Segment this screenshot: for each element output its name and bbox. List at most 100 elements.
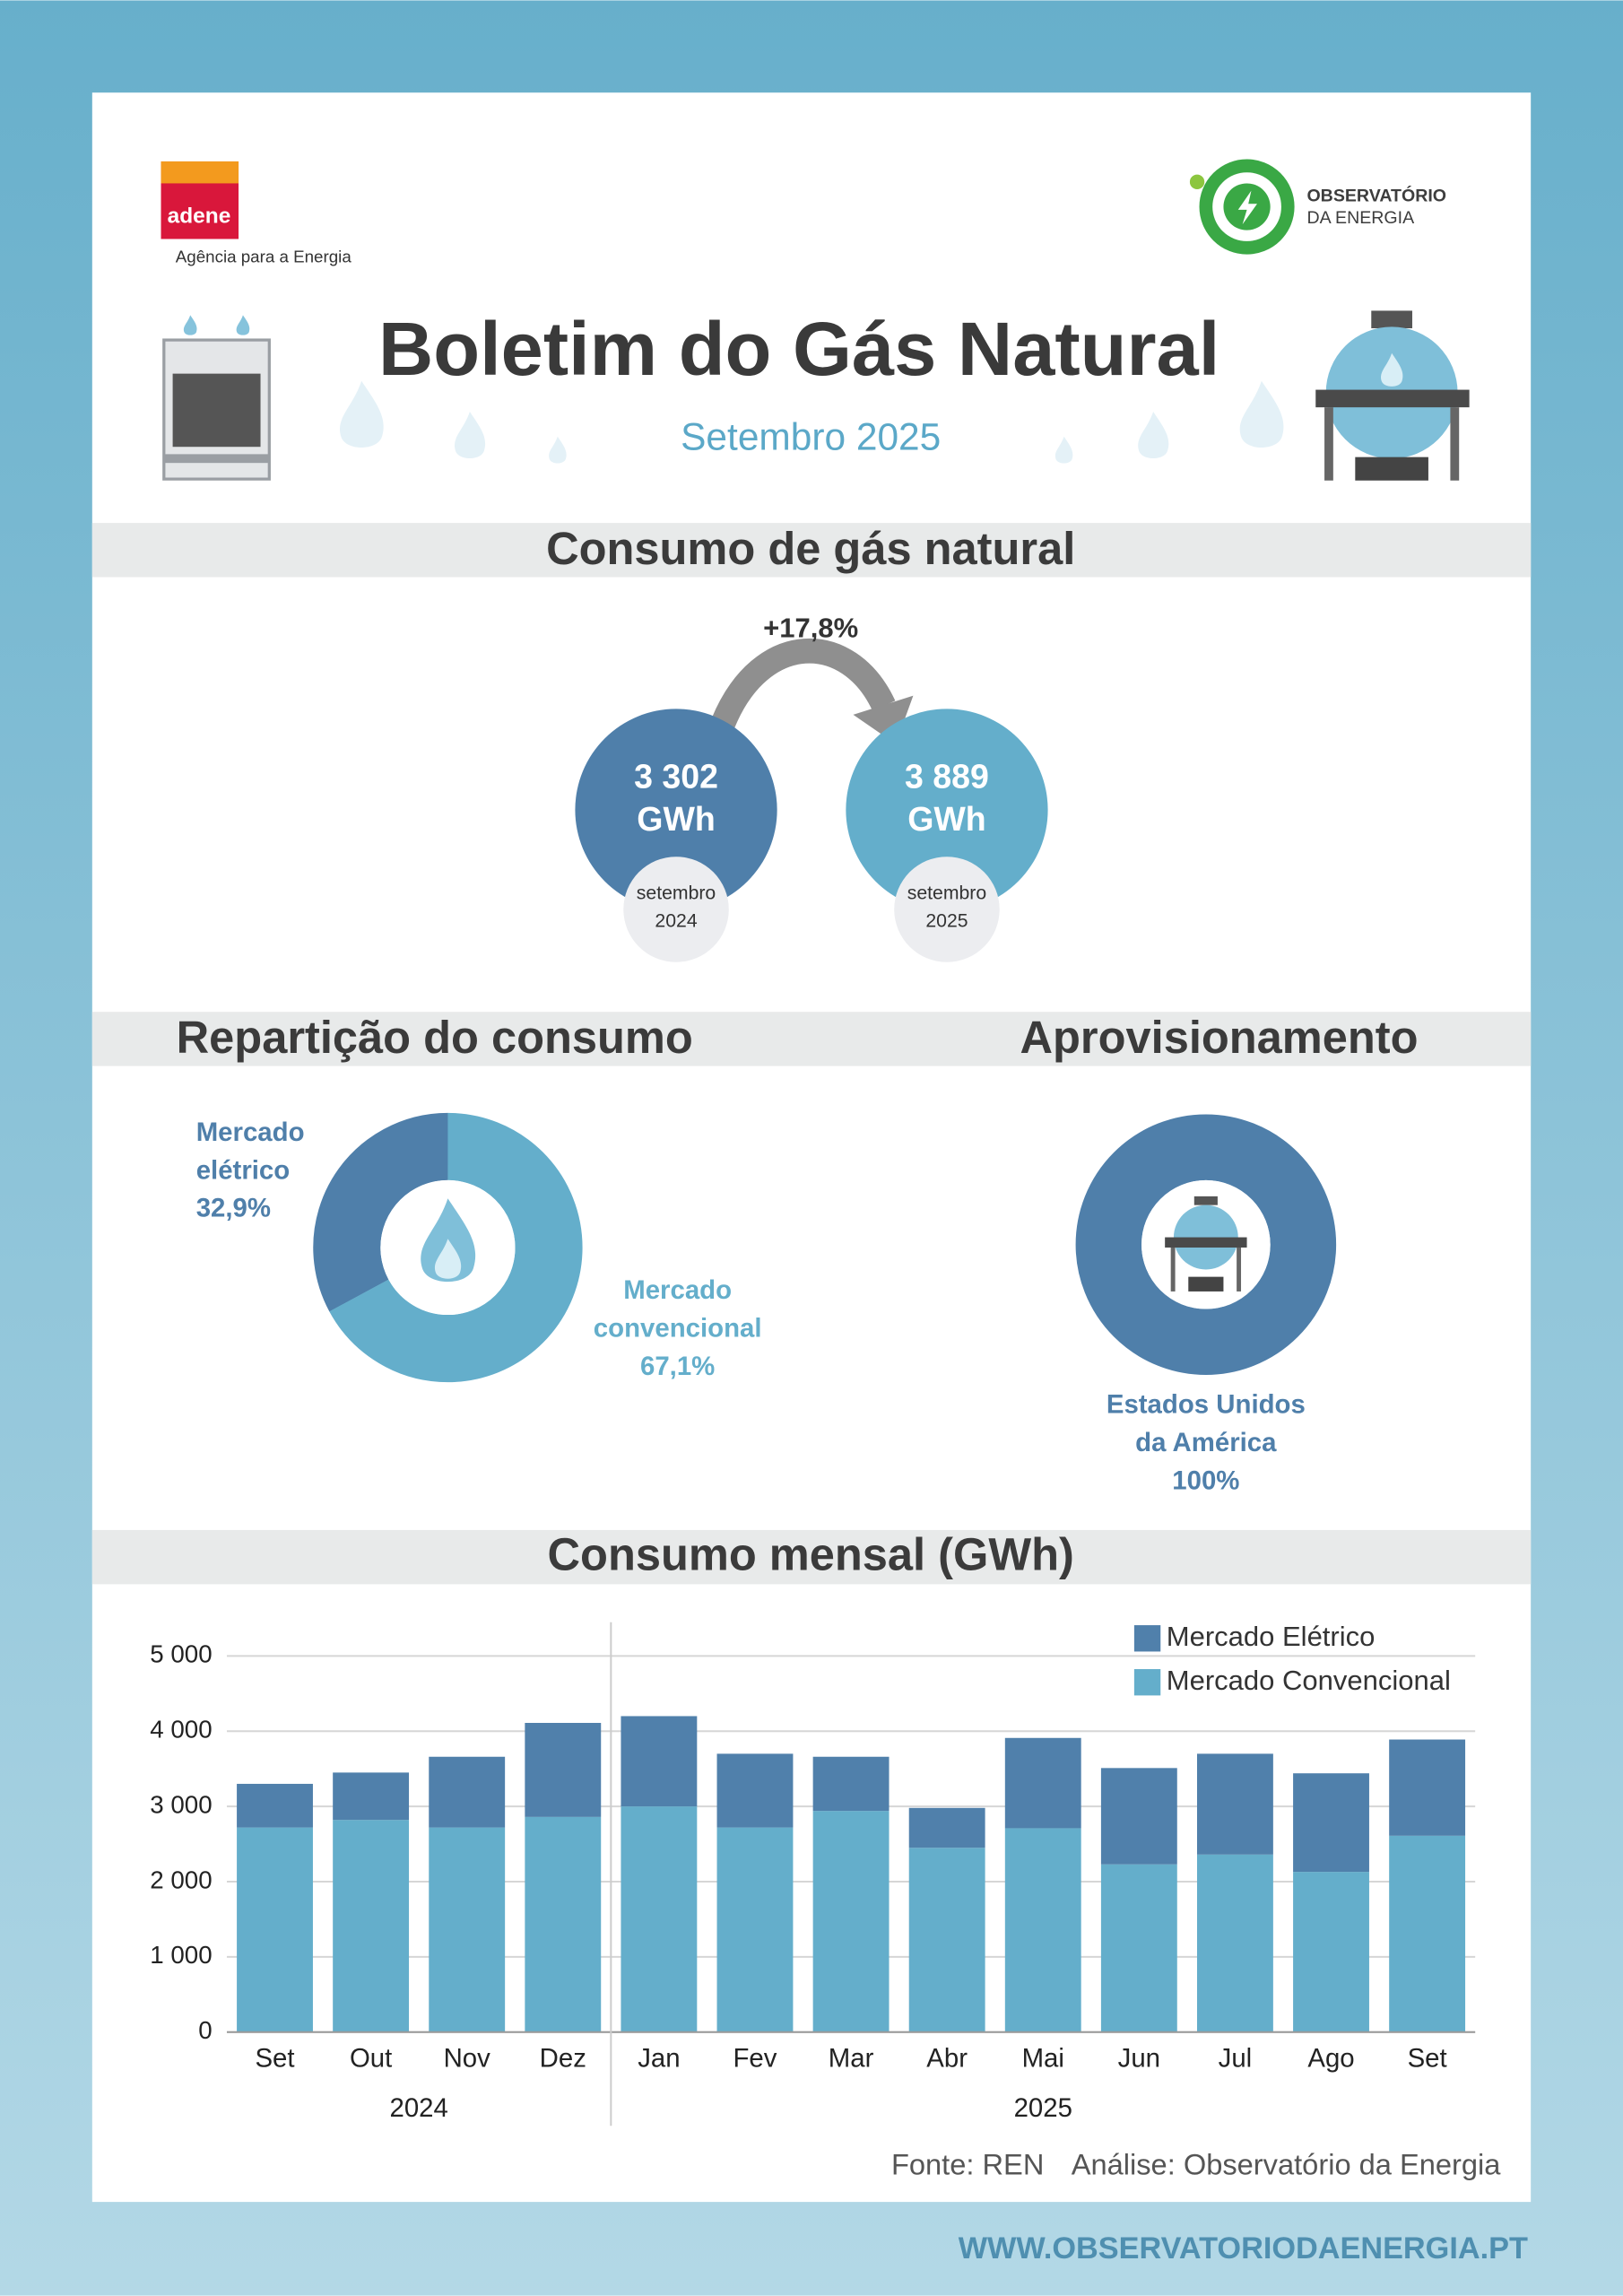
slice-label: Mercado elétrico 32,9%: [196, 1113, 350, 1228]
x-tick-label: Set: [1408, 2044, 1447, 2074]
donut-icon: [1165, 1196, 1247, 1292]
logo-name: adene: [168, 204, 231, 228]
x-tick-label: Dez: [540, 2044, 586, 2074]
section-title: Aprovisionamento: [1020, 1012, 1419, 1063]
observatorio-logo: OBSERVATÓRIO DA ENERGIA: [1189, 159, 1446, 255]
subtitle: Setembro 2025: [681, 415, 941, 457]
section-title: Consumo mensal (GWh): [548, 1528, 1074, 1579]
period-box: setembro 2025: [907, 881, 987, 932]
donut-slice: [1075, 1114, 1337, 1375]
bar-segment: [812, 1811, 890, 2032]
bar-segment: [908, 1807, 985, 1848]
x-tick-label: Abr: [926, 2044, 968, 2074]
bar-segment: [716, 1827, 794, 2032]
x-tick-label: Jul: [1219, 2044, 1253, 2074]
period-circle: [894, 857, 1000, 962]
tank-leg: [1170, 1247, 1176, 1292]
kpi-unit: GWh: [637, 800, 716, 838]
legend-swatch: [1133, 1625, 1161, 1652]
stove-icon: [162, 315, 271, 481]
x-tick-label: Mar: [829, 2044, 874, 2074]
kpi-value: 3 889: [905, 758, 989, 796]
period-box: setembro 2024: [637, 882, 716, 931]
bar-segment: [525, 1816, 602, 2032]
slice-value: 100%: [1172, 1465, 1240, 1496]
y-tick-label: 0: [198, 2016, 212, 2044]
tank-icon: [1315, 310, 1470, 481]
bar-segment: [621, 1806, 698, 2032]
change-label: +17,8%: [763, 612, 858, 643]
x-tick-label: Mai: [1022, 2044, 1064, 2074]
y-tick-label: 1 000: [150, 1941, 212, 1969]
legend-swatch: [1133, 1669, 1161, 1696]
period-label: setembro 2025: [907, 881, 987, 932]
bar-segment: [333, 1772, 410, 1821]
bar-segment: [429, 1756, 506, 1828]
slice-label-box: Mercado convencional 67,1%: [575, 1271, 779, 1386]
x-tick-label: Nov: [444, 2044, 491, 2074]
kpi-circle: [846, 709, 1048, 911]
bar-segment: [237, 1783, 313, 1828]
slice-label: Mercado convencional 67,1%: [575, 1271, 779, 1386]
analysis: Análise: Observatório da Energia: [1072, 2148, 1502, 2181]
tank-base: [1188, 1276, 1224, 1292]
slice-label-box: Estados Unidos da América 100%: [1095, 1385, 1317, 1500]
slice-value: 32,9%: [195, 1193, 272, 1223]
tank-leg: [1237, 1247, 1242, 1292]
bar-segment: [1389, 1739, 1466, 1836]
bar-segment: [1389, 1835, 1466, 2032]
slice-name: Mercado convencional: [593, 1274, 762, 1344]
bar-segment: [1293, 1872, 1369, 2032]
bar-segment: [621, 1716, 698, 1807]
bar-segment: [1004, 1737, 1081, 1829]
bar-segment: [333, 1820, 410, 2032]
kpi-unit: GWh: [907, 800, 986, 838]
tank-body: [1173, 1205, 1238, 1270]
source: Fonte: REN: [891, 2148, 1044, 2181]
section-bar: [91, 1012, 1532, 1066]
tank-deck: [1165, 1237, 1247, 1248]
bar-segment: [1100, 1864, 1177, 2032]
bar-segment: [1004, 1828, 1081, 2032]
x-group-label: 2024: [389, 2093, 447, 2123]
y-tick-label: 4 000: [150, 1716, 212, 1744]
bar-segment: [716, 1753, 794, 1828]
bar-segment: [1196, 1854, 1273, 2032]
kpi-group: 3 302 GWh setembro 2024 3 889 GWh setembro 20…: [575, 709, 1048, 962]
section-bar: [91, 523, 1532, 578]
bar-segment: [812, 1756, 890, 1812]
kpi-value: 3 302: [634, 758, 718, 796]
tank-top: [1193, 1196, 1218, 1205]
slice-value: 67,1%: [639, 1352, 716, 1381]
bar-segment: [1100, 1768, 1177, 1865]
x-tick-label: Out: [350, 2044, 392, 2074]
slice-label: Estados Unidos da América 100%: [1095, 1385, 1317, 1500]
bar-segment: [525, 1723, 602, 1817]
slice-name: Mercado elétrico: [195, 1117, 305, 1185]
x-tick-label: Ago: [1307, 2044, 1354, 2074]
bar-segment: [429, 1827, 506, 2032]
bar-segment: [1196, 1753, 1273, 1855]
y-tick-label: 3 000: [150, 1790, 212, 1818]
section-bar: [91, 1529, 1532, 1585]
bar-segment: [1293, 1773, 1369, 1873]
logo-tagline: Agência para a Energia: [176, 248, 352, 266]
x-group-label: 2025: [1014, 2093, 1072, 2123]
slice-name: Estados Unidos da América: [1106, 1389, 1306, 1457]
legend-label: Mercado Convencional: [1167, 1665, 1451, 1696]
bar-segment: [908, 1848, 985, 2032]
section-title: Repartição do consumo: [177, 1012, 693, 1063]
x-tick-label: Set: [255, 2044, 294, 2074]
adene-logo: adene Agência para a Energia: [161, 161, 352, 266]
legend-label: Mercado Elétrico: [1167, 1621, 1376, 1652]
slice-label-box: Mercado elétrico 32,9%: [196, 1113, 350, 1228]
period-circle: [623, 857, 729, 962]
x-tick-label: Jan: [638, 2044, 680, 2074]
x-tick-label: Fev: [733, 2044, 777, 2074]
y-tick-label: 5 000: [150, 1640, 212, 1668]
website: WWW.OBSERVATORIODAENERGIA.PT: [959, 2231, 1528, 2266]
donut-slice: [313, 1112, 583, 1383]
x-tick-label: Jun: [1118, 2044, 1160, 2074]
